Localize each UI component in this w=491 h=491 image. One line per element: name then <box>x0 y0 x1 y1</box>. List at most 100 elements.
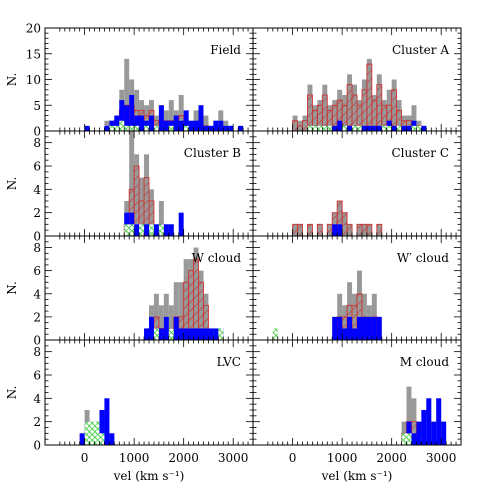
panel-title: M cloud <box>400 355 450 369</box>
panel-ticks <box>45 131 253 236</box>
bar <box>302 120 308 132</box>
bar <box>376 316 382 340</box>
bar <box>84 125 90 131</box>
bar <box>342 125 348 131</box>
bar <box>188 328 194 340</box>
y-tick-label: 6 <box>33 264 41 278</box>
y-tick-label: 4 <box>33 287 41 301</box>
bar <box>376 84 383 132</box>
bar <box>158 201 164 236</box>
bar <box>168 224 174 236</box>
cluster-a-green-hatched-bars <box>307 125 422 131</box>
panel-ticks <box>45 28 253 131</box>
bar <box>307 94 313 132</box>
y-tick-label: 6 <box>33 160 41 174</box>
y-tick-label: 2 <box>33 206 41 220</box>
bar <box>272 328 278 340</box>
bar <box>356 223 363 237</box>
bar <box>163 316 169 340</box>
bar <box>124 105 130 131</box>
bar <box>178 212 184 236</box>
bar <box>124 224 130 236</box>
bar <box>139 115 145 131</box>
bar <box>104 398 110 445</box>
x-tick-label: 0 <box>81 451 89 465</box>
bar <box>292 223 299 237</box>
bar <box>441 421 447 445</box>
bar <box>203 115 209 131</box>
bar <box>129 131 135 236</box>
bar <box>223 125 229 131</box>
bar <box>347 125 353 131</box>
bar <box>213 120 219 131</box>
y-axis-label: N. <box>5 73 19 87</box>
bar <box>411 105 417 131</box>
y-tick-label: 2 <box>33 310 41 324</box>
bar <box>292 120 299 132</box>
bar <box>153 224 159 236</box>
y-tick-label: 6 <box>33 369 41 383</box>
w-cloud-blue-bars <box>332 316 382 340</box>
bar <box>421 125 427 131</box>
bar <box>326 223 333 237</box>
bar <box>332 316 338 340</box>
y-tick-label: 8 <box>33 136 41 150</box>
bar <box>163 224 169 236</box>
panel-field: Field <box>84 43 244 132</box>
bar <box>99 433 105 445</box>
bar <box>144 224 149 236</box>
bar <box>193 258 199 341</box>
bar <box>208 125 214 131</box>
bar <box>114 115 120 131</box>
y-axis-label: N. <box>5 386 19 400</box>
bar <box>371 125 377 131</box>
cluster-b-green-hatched-bars <box>124 224 164 236</box>
panel-title: W′ cloud <box>397 251 449 265</box>
bar <box>416 421 422 445</box>
bar <box>361 223 368 237</box>
bar <box>297 125 303 132</box>
bar <box>337 316 343 340</box>
bar <box>203 328 209 340</box>
panel-title: Field <box>210 43 241 57</box>
bar <box>238 125 244 131</box>
y-tick-label: 0 <box>33 230 41 244</box>
bar <box>173 115 179 131</box>
x-tick-label: 1000 <box>119 451 150 465</box>
y-tick-label: 0 <box>33 439 41 453</box>
bar <box>144 125 149 131</box>
bar <box>218 120 224 131</box>
bar <box>376 125 382 131</box>
y-axis-label: N. <box>5 281 19 295</box>
panel-ticks <box>253 340 461 445</box>
bar <box>104 125 110 131</box>
bar <box>84 421 90 445</box>
bar <box>193 328 199 340</box>
bar <box>307 223 313 237</box>
bar <box>337 224 343 236</box>
panels-layer: Field Cluster A Cluster B Cluster C W cloud W… <box>79 43 450 446</box>
panel-title: Cluster A <box>392 43 449 57</box>
bar <box>178 282 184 340</box>
bar <box>198 105 204 131</box>
bar <box>153 328 159 340</box>
bar <box>411 125 417 131</box>
bar <box>168 328 174 340</box>
bar <box>317 125 323 131</box>
bar <box>337 120 343 131</box>
bar <box>401 125 407 131</box>
bar <box>168 305 174 340</box>
bar <box>401 433 407 445</box>
y-tick-label: 0 <box>33 334 41 348</box>
panel-w-cloud: W cloud <box>144 247 241 341</box>
panel-ticks <box>253 236 461 340</box>
bar <box>316 223 323 237</box>
bar <box>346 223 353 237</box>
bar <box>228 125 234 131</box>
bar <box>129 94 135 131</box>
bar <box>79 433 85 445</box>
bar <box>361 125 367 131</box>
bar <box>109 125 115 131</box>
bar <box>129 125 135 131</box>
